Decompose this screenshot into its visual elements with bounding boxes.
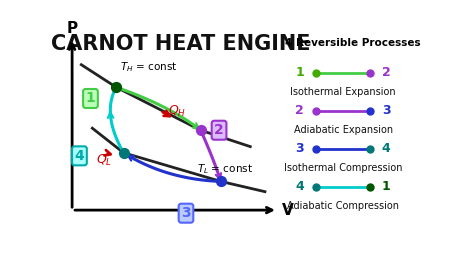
- Text: V: V: [282, 203, 293, 218]
- Text: 1: 1: [86, 92, 95, 106]
- Text: 1: 1: [382, 180, 391, 193]
- Text: $Q_L$: $Q_L$: [96, 153, 112, 168]
- Text: 3: 3: [181, 206, 191, 220]
- Text: $T_H$ = const: $T_H$ = const: [120, 60, 177, 74]
- Text: 2: 2: [295, 104, 304, 117]
- Text: P: P: [66, 21, 78, 36]
- Text: Isothermal Compression: Isothermal Compression: [284, 163, 402, 173]
- Text: 4: 4: [74, 149, 84, 163]
- Point: [217, 179, 225, 184]
- Text: 3: 3: [296, 142, 304, 155]
- Point: [112, 85, 120, 89]
- Text: 2: 2: [214, 123, 224, 137]
- Text: 4: 4: [295, 180, 304, 193]
- Text: 4 Reversible Processes: 4 Reversible Processes: [285, 38, 421, 48]
- Text: Isothermal Expansion: Isothermal Expansion: [291, 87, 396, 97]
- Text: $T_L$ = const: $T_L$ = const: [197, 162, 253, 176]
- Point: [197, 128, 204, 132]
- Text: CARNOT HEAT ENGINE: CARNOT HEAT ENGINE: [51, 34, 310, 54]
- Text: $Q_H$: $Q_H$: [168, 104, 186, 119]
- Text: 1: 1: [295, 66, 304, 79]
- Text: Adiabatic Expansion: Adiabatic Expansion: [294, 125, 393, 135]
- Text: 4: 4: [382, 142, 391, 155]
- Point: [120, 151, 128, 155]
- Text: 3: 3: [382, 104, 391, 117]
- Text: Adiabatic Compression: Adiabatic Compression: [287, 201, 399, 211]
- Text: 2: 2: [382, 66, 391, 79]
